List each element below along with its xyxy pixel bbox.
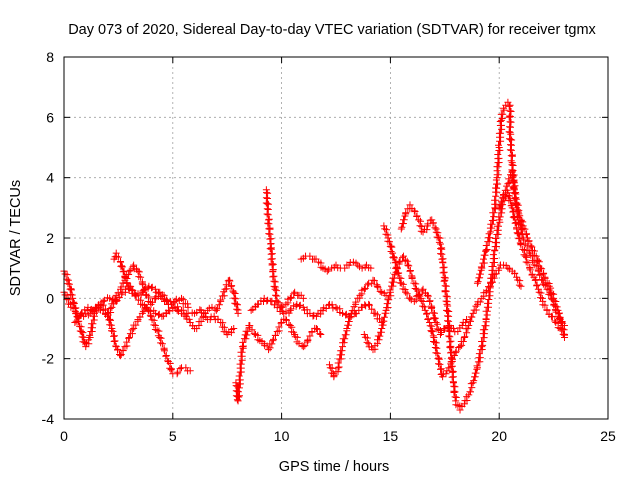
data-point-markers xyxy=(262,186,307,311)
y-tick-label: -4 xyxy=(42,411,55,427)
data-series-track-g xyxy=(262,186,307,311)
data-point-markers xyxy=(232,315,325,405)
data-point-markers xyxy=(325,276,390,381)
x-tick-label: 5 xyxy=(169,428,177,444)
data-series-track-f xyxy=(247,294,386,326)
x-tick-label: 15 xyxy=(383,428,399,444)
tick-layer: 0 5 10 15 20 25 -4 -2 0 2 4 6 8 xyxy=(42,49,616,444)
data-point-markers xyxy=(495,168,568,342)
data-series-track-i xyxy=(325,276,390,381)
data-layer xyxy=(60,98,568,414)
data-series-track-k xyxy=(380,222,471,339)
data-point-markers xyxy=(247,294,386,326)
data-point-markers xyxy=(380,222,471,339)
data-series-track-h xyxy=(297,252,375,275)
data-point-markers xyxy=(397,189,568,414)
y-axis-label: SDTVAR / TECUs xyxy=(8,180,24,296)
x-tick-label: 0 xyxy=(60,428,68,444)
y-tick-label: 6 xyxy=(46,109,54,125)
data-point-markers xyxy=(110,249,192,311)
data-series-track-d xyxy=(110,249,192,311)
data-series-track-l xyxy=(397,189,568,414)
y-tick-label: 0 xyxy=(46,290,54,306)
grid-layer xyxy=(64,57,608,419)
data-series-track-n xyxy=(495,168,568,342)
y-tick-label: 4 xyxy=(46,170,54,186)
y-tick-label: 2 xyxy=(46,230,54,246)
x-axis-label: GPS time / hours xyxy=(279,459,389,475)
x-tick-label: 25 xyxy=(600,428,616,444)
y-tick-label: -2 xyxy=(42,351,55,367)
data-series-track-e xyxy=(232,315,325,405)
chart-title: Day 073 of 2020, Sidereal Day-to-day VTE… xyxy=(68,22,596,38)
x-tick-label: 10 xyxy=(274,428,290,444)
data-point-markers xyxy=(71,300,194,378)
data-point-markers xyxy=(297,252,375,275)
x-tick-label: 20 xyxy=(491,428,507,444)
data-series-track-c xyxy=(71,300,194,378)
y-tick-label: 8 xyxy=(46,49,54,65)
